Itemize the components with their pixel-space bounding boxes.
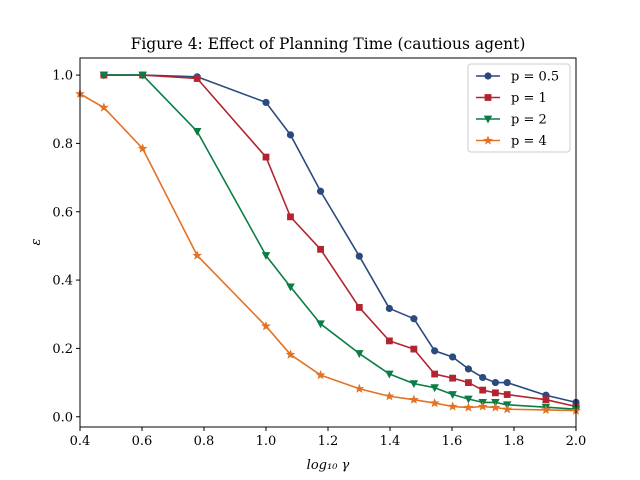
series-1-point: [542, 396, 550, 404]
series-0-point: [385, 304, 393, 313]
series-2-point: [261, 252, 271, 260]
legend-label: p = 2: [511, 113, 547, 128]
series-3-point: [409, 394, 419, 404]
x-tick-label: 2.0: [566, 434, 587, 449]
series-1-point: [449, 374, 457, 382]
y-tick-label: 0.6: [52, 205, 73, 220]
series-2-point: [316, 320, 325, 329]
legend-entry: p = 4: [476, 134, 547, 149]
series-1-point: [385, 337, 393, 345]
series-3-point: [285, 349, 296, 359]
legend-entry: p = 2: [476, 113, 547, 128]
series-2-point: [448, 391, 457, 399]
chart-title: Figure 4: Effect of Planning Time (cauti…: [131, 35, 526, 53]
series-1-point: [465, 379, 472, 386]
legend: p = 0.5 p = 1 p = 2 p = 4: [467, 63, 571, 153]
series-2-point: [355, 350, 364, 358]
series-3-point: [137, 143, 148, 153]
series-0-point: [449, 353, 457, 361]
series-3-point: [354, 383, 365, 393]
series-0-point: [464, 365, 473, 373]
series-1-point: [431, 370, 439, 378]
series-3-point: [315, 369, 326, 380]
series-3-point: [192, 250, 203, 260]
legend-marker-point: [483, 115, 493, 124]
series-3-point: [477, 401, 488, 411]
series-0-point: [262, 98, 270, 107]
legend-label: p = 0.5: [511, 70, 559, 85]
y-tick-label: 0.2: [52, 342, 73, 357]
series-3-point: [490, 402, 501, 412]
series-1-point: [479, 386, 487, 394]
series-2-point: [192, 128, 202, 136]
series-3-point: [541, 404, 551, 415]
series-0-point: [355, 252, 363, 260]
series-1-point: [287, 213, 294, 221]
series-0-point: [491, 378, 499, 387]
series-1-point: [317, 245, 324, 253]
series-3-point: [447, 401, 458, 411]
x-axis-label: log₁₀ γ: [307, 458, 350, 473]
series-3-point: [502, 404, 513, 414]
series-1-point: [491, 389, 499, 397]
x-tick-label: 1.8: [504, 434, 525, 449]
series-2-point: [464, 395, 473, 404]
x-tick-label: 1.4: [380, 434, 401, 449]
series-3-point: [99, 102, 109, 112]
series-0-point: [503, 378, 511, 387]
series-3-point: [384, 391, 395, 401]
series-2-point: [286, 283, 295, 292]
x-tick-label: 1.6: [442, 434, 463, 449]
series-3-point: [429, 397, 440, 408]
legend-entry: p = 1: [476, 91, 547, 106]
legend-marker-point: [484, 72, 492, 80]
x-tick-label: 1.0: [256, 434, 277, 449]
series-0-point: [286, 131, 295, 139]
x-tick-label: 0.8: [194, 434, 215, 449]
y-tick-label: 1.0: [52, 69, 73, 84]
y-axis: 0.0 0.2 0.4 0.6 0.8 1.0: [52, 69, 80, 425]
series-2-point: [385, 370, 394, 379]
series-0-point: [431, 347, 439, 355]
series-3-point: [463, 402, 474, 412]
y-tick-label: 0.8: [52, 137, 73, 152]
series-1-point: [193, 75, 201, 82]
series-0-point: [410, 315, 418, 323]
x-tick-label: 0.6: [132, 434, 153, 449]
series-1-point: [410, 345, 418, 353]
series-3: [75, 88, 581, 415]
x-tick-label: 1.2: [318, 434, 339, 449]
legend-label: p = 4: [511, 134, 547, 149]
legend-marker-point: [484, 94, 492, 101]
legend-marker-point: [483, 135, 493, 145]
series-1-point: [503, 391, 511, 398]
y-axis-label: ε: [29, 238, 44, 245]
series-0-point: [316, 187, 325, 195]
series-2-point: [430, 384, 439, 393]
y-tick-label: 0.4: [52, 274, 73, 289]
legend-label: p = 1: [511, 91, 547, 106]
x-tick-label: 0.4: [70, 434, 91, 449]
series-3-point: [261, 321, 271, 331]
series-0-point: [479, 373, 487, 382]
y-tick-label: 0.0: [52, 410, 73, 425]
legend-entry: p = 0.5: [476, 70, 559, 85]
series-2-point: [409, 380, 419, 389]
legend-box: [467, 63, 571, 153]
x-axis: 0.4 0.6 0.8 1.0 1.2 1.4 1.6 1.8 2.0: [70, 427, 587, 449]
series-1-point: [262, 153, 270, 161]
series-2-point: [99, 71, 109, 80]
series-1-point: [355, 304, 363, 311]
series-2-point: [138, 71, 147, 80]
plot-area: [75, 71, 581, 415]
